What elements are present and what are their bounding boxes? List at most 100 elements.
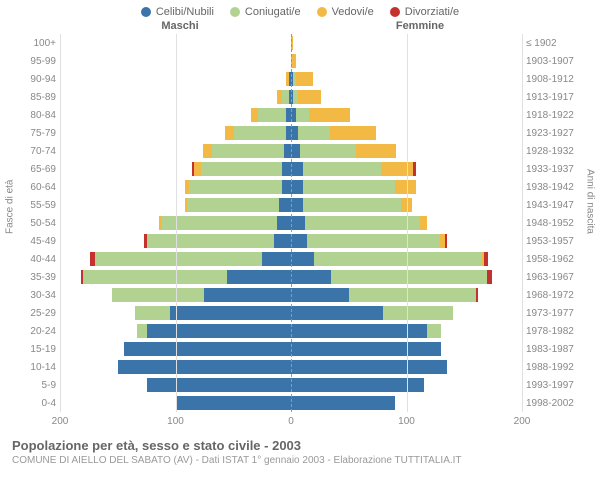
bar-segment	[124, 342, 291, 356]
bar-segment	[185, 198, 187, 212]
grid-line	[60, 34, 61, 412]
age-label: 15-19	[10, 344, 56, 355]
bar-segment	[194, 162, 201, 176]
age-label: 80-84	[10, 110, 56, 121]
grid-line	[407, 34, 408, 412]
bar-segment	[445, 234, 447, 248]
bar-segment	[291, 270, 331, 284]
chart: Fasce di età Anni di nascita 100+≤ 19029…	[8, 34, 592, 434]
bar-segment	[284, 144, 291, 158]
bar-segment	[201, 162, 282, 176]
age-label: 25-29	[10, 308, 56, 319]
bar-segment	[291, 252, 314, 266]
bar-segment	[314, 252, 481, 266]
bar-segment	[204, 288, 291, 302]
age-label: 30-34	[10, 290, 56, 301]
bar-segment	[227, 270, 291, 284]
bar-segment	[81, 270, 83, 284]
bar-segment	[291, 378, 424, 392]
legend-swatch	[390, 7, 400, 17]
year-label: 1958-1962	[526, 254, 590, 265]
age-label: 90-94	[10, 74, 56, 85]
year-label: 1943-1947	[526, 200, 590, 211]
age-label: 50-54	[10, 218, 56, 229]
year-label: 1913-1917	[526, 92, 590, 103]
bar-segment	[95, 252, 262, 266]
bar-segment	[251, 108, 258, 122]
chart-title: Popolazione per età, sesso e stato civil…	[12, 438, 588, 453]
bar-segment	[296, 108, 310, 122]
bar-segment	[118, 360, 291, 374]
year-label: 1918-1922	[526, 110, 590, 121]
bar-segment	[274, 234, 291, 248]
age-label: 85-89	[10, 92, 56, 103]
age-label: 5-9	[10, 380, 56, 391]
bar-segment	[395, 180, 416, 194]
grid-line	[176, 34, 177, 412]
year-label: 1973-1977	[526, 308, 590, 319]
age-label: 95-99	[10, 56, 56, 67]
legend-item: Coniugati/e	[230, 6, 301, 18]
bar-segment	[162, 216, 278, 230]
bar-segment	[484, 252, 489, 266]
x-tick: 100	[167, 416, 184, 427]
age-label: 55-59	[10, 200, 56, 211]
header-males: Maschi	[60, 20, 300, 32]
bar-segment	[192, 162, 194, 176]
bar-segment	[303, 198, 401, 212]
bar-segment	[112, 288, 204, 302]
year-label: 1908-1912	[526, 74, 590, 85]
bar-segment	[487, 270, 492, 284]
bar-segment	[291, 198, 303, 212]
age-label: 35-39	[10, 272, 56, 283]
year-label: 1953-1957	[526, 236, 590, 247]
x-axis: 2001000100200	[60, 414, 522, 434]
legend-label: Divorziati/e	[405, 6, 459, 18]
year-label: 1993-1997	[526, 380, 590, 391]
age-label: 0-4	[10, 398, 56, 409]
bar-segment	[144, 234, 146, 248]
bar-segment	[298, 126, 330, 140]
chart-subtitle: COMUNE DI AIELLO DEL SABATO (AV) - Dati …	[12, 455, 588, 466]
bar-segment	[279, 198, 291, 212]
bar-segment	[331, 270, 487, 284]
bar-segment	[135, 306, 170, 320]
x-tick: 100	[398, 416, 415, 427]
bar-segment	[137, 324, 146, 338]
year-label: 1968-1972	[526, 290, 590, 301]
bar-segment	[185, 180, 190, 194]
age-label: 70-74	[10, 146, 56, 157]
year-label: 1923-1927	[526, 128, 590, 139]
bar-segment	[291, 342, 441, 356]
bar-segment	[349, 288, 476, 302]
bar-segment	[147, 324, 291, 338]
bar-segment	[258, 108, 287, 122]
bar-segment	[212, 144, 284, 158]
x-tick: 200	[52, 416, 69, 427]
bar-segment	[282, 162, 291, 176]
year-label: 1963-1967	[526, 272, 590, 283]
bar-segment	[189, 180, 281, 194]
age-label: 100+	[10, 38, 56, 49]
year-label: 1978-1982	[526, 326, 590, 337]
bar-segment	[381, 162, 413, 176]
age-label: 75-79	[10, 128, 56, 139]
year-label: 1933-1937	[526, 164, 590, 175]
bar-segment	[330, 126, 376, 140]
bar-segment	[176, 396, 292, 410]
bar-segment	[427, 324, 441, 338]
plot-area: 100+≤ 190295-991903-190790-941908-191285…	[60, 34, 522, 412]
bar-segment	[286, 72, 288, 86]
bar-segment	[303, 162, 382, 176]
bar-segment	[291, 288, 349, 302]
legend: Celibi/NubiliConiugati/eVedovi/eDivorzia…	[0, 0, 600, 20]
year-label: 1903-1907	[526, 56, 590, 67]
bar-segment	[277, 90, 282, 104]
bar-segment	[234, 126, 286, 140]
bar-segment	[476, 288, 478, 302]
bar-segment	[291, 126, 298, 140]
year-label: 1948-1952	[526, 218, 590, 229]
bar-segment	[83, 270, 227, 284]
bar-segment	[291, 306, 383, 320]
legend-item: Divorziati/e	[390, 6, 459, 18]
